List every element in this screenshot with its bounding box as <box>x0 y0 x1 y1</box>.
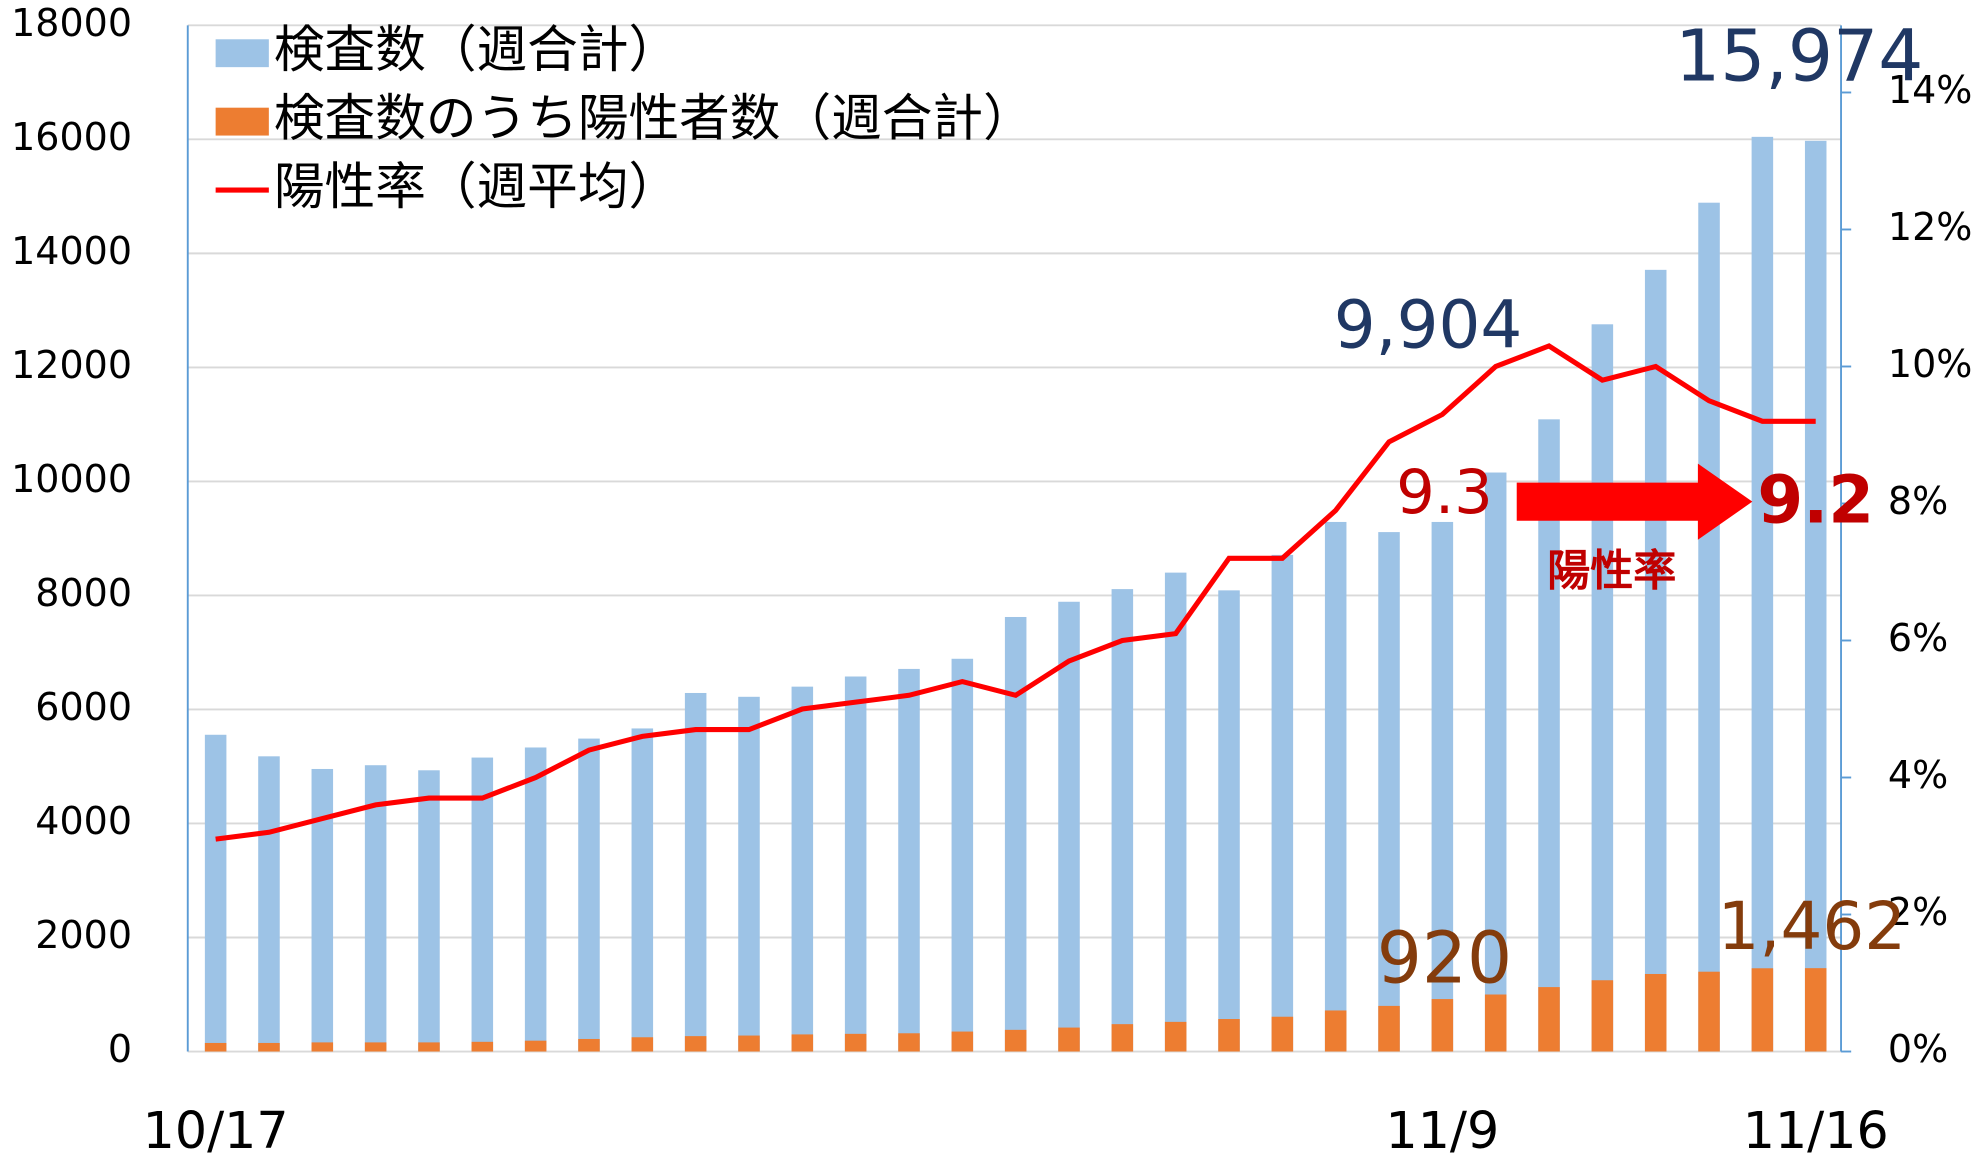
y-tick-label: 18000 <box>11 1 132 45</box>
bar <box>1218 1019 1240 1052</box>
bar <box>1751 136 1774 1052</box>
bar <box>1591 324 1614 1052</box>
bar <box>1058 1027 1080 1052</box>
bar <box>258 1042 280 1052</box>
bar <box>471 757 494 1052</box>
bar <box>524 747 547 1052</box>
bar <box>204 734 227 1052</box>
legend-label: 陽性率（週平均） <box>274 157 679 216</box>
y-tick-label: 10000 <box>11 457 132 501</box>
bar <box>364 765 387 1052</box>
y-tick-label: 0 <box>108 1027 132 1071</box>
bar <box>1538 419 1560 1052</box>
bar <box>418 1042 440 1052</box>
y-tick-label: 2000 <box>35 913 132 957</box>
annotation: 9.2 <box>1757 461 1874 538</box>
bar <box>1004 1029 1027 1052</box>
bar <box>1164 572 1187 1052</box>
bar <box>311 1042 334 1052</box>
bar <box>1644 973 1667 1052</box>
bar <box>791 1034 814 1052</box>
bar <box>1378 532 1400 1052</box>
y2-tick-label: 10% <box>1888 342 1972 386</box>
legend-swatch <box>215 107 269 136</box>
bar <box>1378 1005 1400 1052</box>
annotation: 9,904 <box>1334 286 1523 363</box>
bar <box>738 696 760 1052</box>
y2-tick-label: 8% <box>1888 479 1948 523</box>
y-tick-label: 8000 <box>35 571 132 615</box>
bar <box>1164 1021 1187 1052</box>
bar <box>1804 968 1827 1052</box>
bar <box>1271 554 1294 1052</box>
bar <box>1751 968 1774 1052</box>
bar <box>1324 1010 1347 1052</box>
bar <box>418 770 440 1052</box>
bar <box>1324 521 1347 1052</box>
y-tick-label: 12000 <box>11 343 132 387</box>
bar <box>631 1037 654 1052</box>
bar <box>684 1036 707 1052</box>
x-tick-label: 10/17 <box>143 1101 289 1160</box>
bar <box>844 1033 867 1052</box>
annotation: 15,974 <box>1675 14 1923 97</box>
bar <box>1431 521 1454 1052</box>
bar <box>311 768 334 1052</box>
y-tick-label: 16000 <box>11 115 132 159</box>
legend-swatch <box>215 39 269 68</box>
bar <box>1271 1016 1294 1052</box>
bar <box>631 728 654 1052</box>
bar <box>578 1038 600 1052</box>
y2-tick-label: 2% <box>1888 890 1948 934</box>
y2-tick-label: 4% <box>1888 753 1948 797</box>
bar <box>1591 980 1614 1052</box>
bar <box>1804 140 1827 1052</box>
bar <box>258 756 280 1052</box>
annotation: 陽性率 <box>1547 546 1676 596</box>
bar <box>1484 472 1507 1052</box>
bar <box>1698 971 1720 1052</box>
bar <box>844 676 867 1052</box>
bar <box>524 1040 547 1052</box>
x-tick-label: 11/9 <box>1385 1101 1499 1160</box>
bar <box>951 1031 974 1052</box>
bar <box>1218 590 1240 1052</box>
legend-label: 検査数（週合計） <box>274 20 679 79</box>
annotation: 1,462 <box>1718 888 1907 965</box>
bar <box>1058 601 1080 1052</box>
y-tick-label: 4000 <box>35 799 132 843</box>
bar <box>1004 616 1027 1052</box>
bar <box>1698 202 1720 1052</box>
bar <box>471 1041 494 1052</box>
bar <box>898 668 920 1052</box>
bar <box>684 692 707 1052</box>
annotation: 9.3 <box>1396 458 1493 528</box>
y2-tick-label: 6% <box>1888 616 1948 660</box>
line <box>215 343 1816 842</box>
annotation: 920 <box>1377 916 1512 999</box>
legend-label: 検査数のうち陽性者数（週合計） <box>274 89 1034 148</box>
bar <box>364 1042 387 1052</box>
y-tick-label: 14000 <box>11 229 132 273</box>
bar <box>578 738 600 1052</box>
bar <box>204 1042 227 1052</box>
y2-tick-label: 12% <box>1888 205 1972 249</box>
bar <box>1644 269 1667 1052</box>
x-tick-label: 11/16 <box>1743 1101 1889 1160</box>
bar <box>1111 1024 1134 1052</box>
bar <box>951 658 974 1052</box>
bar <box>1484 994 1507 1052</box>
y2-tick-label: 14% <box>1888 68 1972 112</box>
bar <box>1111 589 1134 1052</box>
bar <box>1538 987 1560 1052</box>
bar <box>898 1033 920 1052</box>
bar <box>791 686 814 1052</box>
bar <box>1431 999 1454 1052</box>
y2-tick-label: 0% <box>1888 1027 1948 1071</box>
y-tick-label: 6000 <box>35 685 132 729</box>
bar <box>738 1035 760 1052</box>
